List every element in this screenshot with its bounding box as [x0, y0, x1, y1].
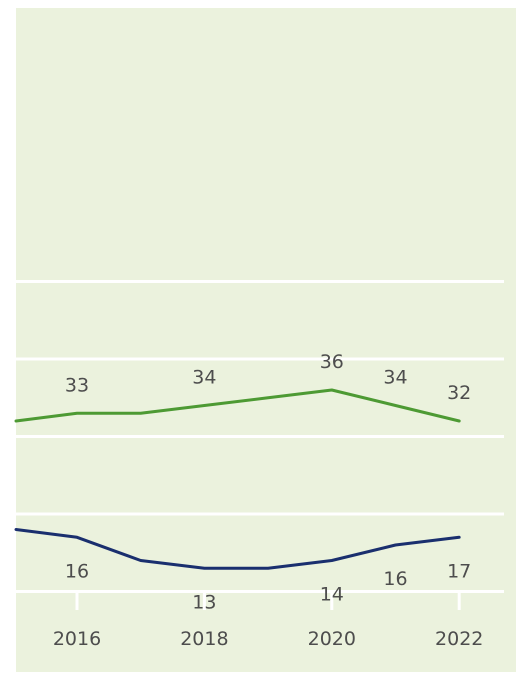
data-label-series1-2016: 33	[65, 374, 89, 396]
chart-background	[16, 8, 516, 672]
data-label-series1-2020: 36	[320, 351, 344, 373]
data-label-series1-2022: 32	[447, 382, 471, 404]
x-tick-label-2022: 2022	[435, 628, 483, 650]
x-tick-label-2018: 2018	[180, 628, 228, 650]
series-line-1	[14, 388, 461, 423]
data-labels: 33 34 36 34 32 16 13 14 16 17	[65, 351, 471, 613]
x-axis: 2016 2018 2020 2022	[53, 592, 483, 650]
data-label-series1-2021: 34	[383, 367, 407, 389]
data-label-series2-2016: 16	[65, 560, 89, 582]
data-label-series2-2018: 13	[192, 591, 216, 613]
data-label-series2-2022: 17	[447, 560, 471, 582]
data-label-series2-2021: 16	[383, 568, 407, 590]
x-tick-label-2016: 2016	[53, 628, 101, 650]
x-tick-label-2020: 2020	[308, 628, 356, 650]
series-line-2	[14, 528, 461, 570]
gridlines	[16, 280, 504, 593]
data-label-series2-2020: 14	[320, 584, 344, 606]
data-label-series1-2018: 34	[192, 367, 216, 389]
series-lines	[14, 388, 461, 570]
